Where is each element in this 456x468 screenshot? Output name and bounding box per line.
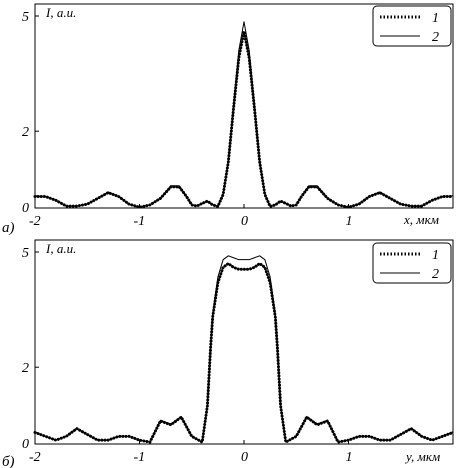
y-tick-label: 5 bbox=[22, 246, 29, 261]
y-ticks: 0 2 5 bbox=[22, 246, 39, 452]
y-axis-label: I, a.u. bbox=[45, 5, 76, 20]
panel-label: а) bbox=[2, 220, 15, 236]
legend: 1 2 bbox=[372, 242, 452, 284]
x-tick-label: -1 bbox=[134, 450, 146, 465]
series-line-1 bbox=[33, 29, 455, 209]
chart-panel-b: I, a.u. y, мкм б) -2 -1 0 1 0 2 5 1 2 bbox=[2, 239, 455, 468]
y-tick-label: 5 bbox=[22, 10, 29, 25]
series-layer bbox=[33, 21, 455, 209]
series-line-2 bbox=[34, 255, 454, 443]
x-tick-label: 0 bbox=[241, 450, 248, 465]
legend-box bbox=[372, 242, 452, 284]
series-line-2 bbox=[34, 21, 454, 208]
legend-label-1: 1 bbox=[432, 248, 439, 263]
series-layer bbox=[33, 255, 455, 444]
x-axis-label: y, мкм bbox=[404, 449, 440, 464]
x-axis-label: x, мкм bbox=[403, 212, 439, 227]
x-tick-label: 1 bbox=[346, 214, 353, 229]
y-tick-label: 0 bbox=[22, 201, 29, 216]
x-tick-label: 1 bbox=[346, 450, 353, 465]
chart-panel-a: I, a.u. x, мкм а) -2 -1 0 1 0 2 5 1 2 bbox=[2, 3, 455, 236]
y-axis-label: I, a.u. bbox=[45, 241, 76, 256]
x-tick-label: -2 bbox=[29, 214, 41, 229]
y-tick-label: 2 bbox=[22, 125, 29, 140]
y-tick-label: 2 bbox=[22, 361, 29, 376]
x-tick-label: -2 bbox=[29, 450, 41, 465]
legend-label-2: 2 bbox=[432, 267, 439, 282]
y-ticks: 0 2 5 bbox=[22, 10, 39, 216]
legend-box bbox=[372, 5, 452, 47]
legend: 1 2 bbox=[372, 5, 452, 47]
series-line-1 bbox=[33, 262, 455, 444]
y-tick-label: 0 bbox=[22, 437, 29, 452]
legend-label-1: 1 bbox=[432, 11, 439, 26]
x-tick-label: 0 bbox=[241, 214, 248, 229]
x-tick-label: -1 bbox=[134, 214, 146, 229]
panel-label: б) bbox=[2, 454, 15, 468]
x-ticks: -2 -1 0 1 bbox=[29, 440, 353, 465]
legend-label-2: 2 bbox=[432, 30, 439, 45]
